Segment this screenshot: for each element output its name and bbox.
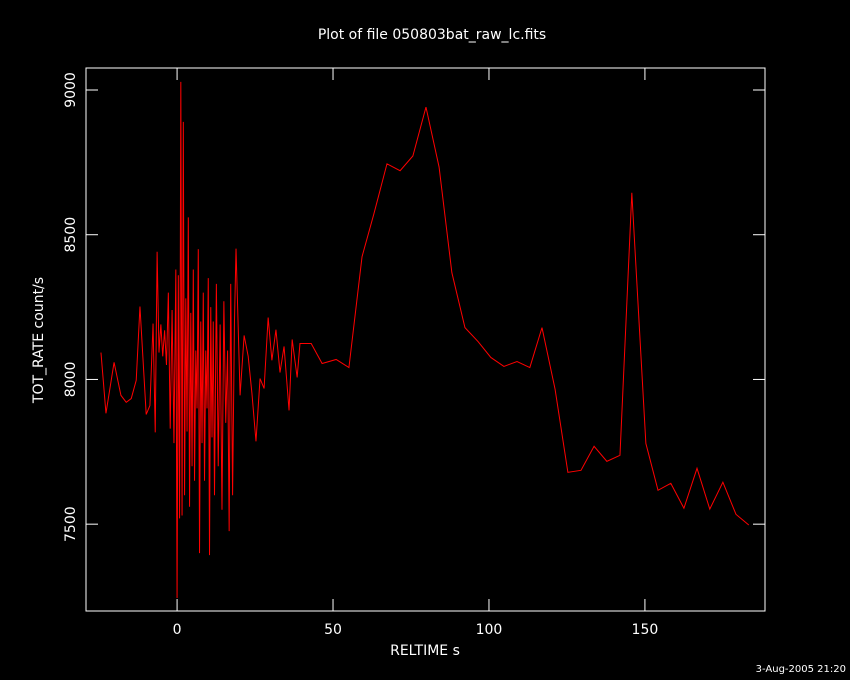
plot-frame [85, 67, 766, 612]
x-tick-label: 50 [324, 622, 342, 638]
x-tick-label: 100 [476, 622, 503, 638]
y-tick-label: 7500 [63, 506, 79, 542]
x-axis-label: RELTIME s [390, 643, 460, 659]
y-tick-label: 8500 [63, 217, 79, 253]
x-tick-label: 150 [632, 622, 659, 638]
y-tick-label: 9000 [63, 72, 79, 108]
chart-title: Plot of file 050803bat_raw_lc.fits [318, 27, 546, 43]
footer-timestamp: 3-Aug-2005 21:20 [756, 664, 846, 675]
y-tick-label: 8000 [63, 362, 79, 398]
y-axis-label: TOT_RATE count/s [31, 277, 47, 404]
data-line [100, 81, 750, 598]
x-tick-label: 0 [173, 622, 182, 638]
